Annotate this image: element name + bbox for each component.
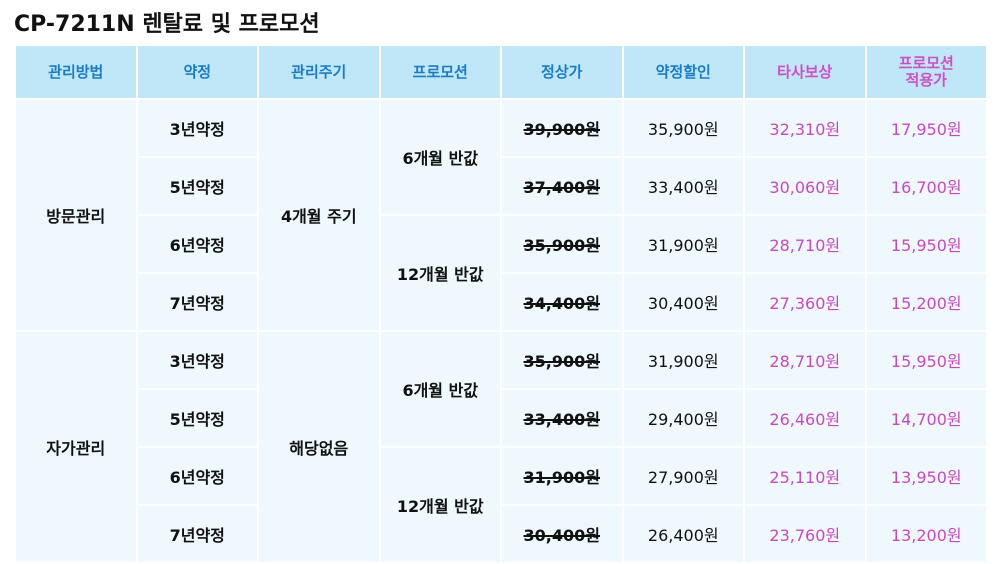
column-header: 약정할인: [623, 46, 743, 98]
contract-term: 3년약정: [137, 332, 257, 388]
competitor-trade-in-price: 32,310원: [745, 100, 865, 156]
competitor-trade-in-price: 23,760원: [745, 506, 865, 562]
table-row: 6년약정 12개월 반값 31,900원 27,900원 25,110원 13,950원: [16, 448, 986, 562]
contract-term: 5년약정: [137, 158, 257, 214]
management-method: 자가관리: [16, 332, 136, 562]
contract-discount-price: 29,400원: [623, 390, 743, 446]
table-row: 7년약정 34,400원 30,400원 27,360원 15,200원: [16, 274, 986, 330]
promotion-price: 15,950원: [866, 216, 986, 272]
regular-price: 31,900원: [502, 448, 622, 504]
table-row: 6년약정 12개월 반값 35,900원 31,900원 28,710원 15,950원: [16, 216, 986, 330]
contract-term: 3년약정: [137, 100, 257, 156]
contract-term: 5년약정: [137, 390, 257, 446]
competitor-trade-in-price: 25,110원: [745, 448, 865, 504]
regular-price: 37,400원: [502, 158, 622, 214]
regular-price: 35,900원: [502, 216, 622, 272]
promotion: 12개월 반값: [380, 216, 500, 330]
header-row: 관리방법 약정 관리주기 프로모션 정상가 약정할인 타사보상 프로모션 적용가: [16, 46, 986, 98]
table-row: 5년약정 33,400원 29,400원 26,460원 14,700원: [16, 390, 986, 446]
competitor-trade-in-price: 26,460원: [745, 390, 865, 446]
column-header: 관리주기: [259, 46, 379, 98]
contract-term: 7년약정: [137, 274, 257, 330]
promotion-price: 15,950원: [866, 332, 986, 388]
column-header: 약정: [137, 46, 257, 98]
column-header: 타사보상: [745, 46, 865, 98]
contract-discount-price: 30,400원: [623, 274, 743, 330]
promotion-price: 15,200원: [866, 274, 986, 330]
table-row: 방문관리 3년약정 4개월 주기 6개월 반값 39,900원 35,900원 32,310…: [16, 100, 986, 330]
management-cycle: 4개월 주기: [259, 100, 379, 330]
contract-discount-price: 31,900원: [623, 332, 743, 388]
competitor-trade-in-price: 27,360원: [745, 274, 865, 330]
table-row: 5년약정 37,400원 33,400원 30,060원 16,700원: [16, 158, 986, 214]
title: CP-7211N 렌탈료 및 프로모션: [14, 12, 320, 37]
table-body: 방문관리 3년약정 4개월 주기 6개월 반값 39,900원 35,900원 32,310…: [16, 100, 986, 562]
table-row: 자가관리 3년약정 해당없음 6개월 반값 35,900원 31,900원 28,710원 1…: [16, 332, 986, 562]
contract-discount-price: 27,900원: [623, 448, 743, 504]
price-table: 관리방법 약정 관리주기 프로모션 정상가 약정할인 타사보상 프로모션 적용가 방문관리 3년약…: [14, 44, 988, 564]
contract-discount-price: 35,900원: [623, 100, 743, 156]
promotion: 6개월 반값: [380, 100, 500, 214]
competitor-trade-in-price: 28,710원: [745, 332, 865, 388]
column-header: 프로모션: [380, 46, 500, 98]
promotion: 6개월 반값: [380, 332, 500, 446]
regular-price: 34,400원: [502, 274, 622, 330]
column-header: 프로모션 적용가: [866, 46, 986, 98]
contract-discount-price: 31,900원: [623, 216, 743, 272]
promotion-price: 14,700원: [866, 390, 986, 446]
regular-price: 33,400원: [502, 390, 622, 446]
contract-discount-price: 26,400원: [623, 506, 743, 562]
management-method: 방문관리: [16, 100, 136, 330]
promotion-price: 13,950원: [866, 448, 986, 504]
promotion-price: 16,700원: [866, 158, 986, 214]
contract-discount-price: 33,400원: [623, 158, 743, 214]
contract-term: 6년약정: [137, 216, 257, 272]
regular-price: 39,900원: [502, 100, 622, 156]
contract-term: 6년약정: [137, 448, 257, 504]
competitor-trade-in-price: 28,710원: [745, 216, 865, 272]
promotion-price: 17,950원: [866, 100, 986, 156]
table-row: 7년약정 30,400원 26,400원 23,760원 13,200원: [16, 506, 986, 562]
contract-term: 7년약정: [137, 506, 257, 562]
column-header: 관리방법: [16, 46, 136, 98]
promotion-price: 13,200원: [866, 506, 986, 562]
competitor-trade-in-price: 30,060원: [745, 158, 865, 214]
management-cycle: 해당없음: [259, 332, 379, 562]
regular-price: 35,900원: [502, 332, 622, 388]
promotion: 12개월 반값: [380, 448, 500, 562]
column-header: 정상가: [502, 46, 622, 98]
regular-price: 30,400원: [502, 506, 622, 562]
